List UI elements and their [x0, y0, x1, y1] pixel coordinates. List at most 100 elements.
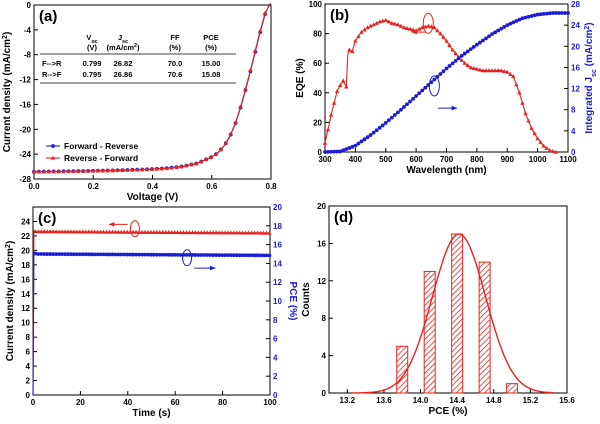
pce-point — [267, 253, 272, 258]
pce-point — [107, 252, 112, 257]
jsc-point — [450, 61, 455, 66]
x-tick-label: 0.6 — [206, 182, 218, 191]
y-tick-label: 0 — [27, 1, 32, 10]
table-row-label: R-->F — [42, 70, 62, 79]
pce-point — [160, 252, 165, 257]
eqe-point — [489, 68, 495, 73]
panel-label: (a) — [39, 8, 57, 25]
x-axis-label: Wavelength (nm) — [406, 165, 486, 176]
pce-point — [113, 252, 118, 257]
pce-point — [243, 253, 248, 258]
pce-point — [226, 253, 230, 258]
jsc-point — [380, 123, 385, 128]
pce-point — [234, 253, 239, 258]
eqe-point — [480, 68, 486, 73]
y-right-tick-label: 24 — [571, 21, 580, 30]
current-point — [148, 229, 154, 234]
current-point — [163, 229, 168, 234]
jsc-point — [496, 28, 501, 33]
eqe-point — [441, 34, 446, 39]
current-point — [56, 229, 62, 234]
eqe-point — [353, 38, 358, 43]
eqe-point — [526, 118, 531, 123]
pce-point — [98, 252, 103, 257]
jv-point — [194, 161, 199, 166]
pce-point — [237, 253, 242, 258]
jsc-point — [332, 149, 337, 154]
jsc-point — [556, 11, 561, 15]
jsc-point — [462, 51, 467, 56]
eqe-point — [547, 148, 552, 153]
current-point — [145, 229, 151, 234]
pce-line — [32, 250, 271, 396]
histogram-bar — [396, 345, 409, 394]
jsc-point — [420, 88, 425, 93]
legend-marker — [51, 144, 55, 148]
x-tick-label: 800 — [470, 155, 484, 164]
current-point — [89, 229, 94, 234]
y-tick-label: 8 — [322, 314, 327, 323]
pce-point — [71, 252, 76, 257]
y-tick-label: 0 — [322, 389, 327, 398]
y-tick-label: 80 — [313, 30, 322, 39]
y-tick-label: -28 — [19, 175, 31, 184]
y-tick-label: 4 — [322, 352, 327, 361]
legend-marker — [50, 155, 56, 160]
y-tick-label: 40 — [313, 89, 322, 98]
pce-point — [131, 252, 136, 257]
current-point — [154, 229, 160, 234]
y-right-tick-label: 20 — [273, 203, 282, 212]
eqe-point — [514, 82, 519, 87]
plot-frame — [32, 206, 271, 396]
y-right-tick-label: 8 — [273, 316, 278, 325]
y-tick-label: 4 — [26, 362, 31, 371]
pce-point — [202, 253, 207, 257]
table-cell: 0.799 — [83, 59, 102, 68]
x-tick-label: 500 — [379, 155, 393, 164]
jv-point — [76, 168, 81, 173]
eqe-point — [553, 149, 559, 154]
jsc-point — [535, 12, 540, 17]
eqe-point — [410, 27, 416, 32]
y-right-tick-label: 8 — [571, 106, 576, 115]
current-point — [160, 229, 165, 234]
table-cell: 0.795 — [83, 70, 102, 79]
pce-point — [217, 253, 221, 258]
current-point — [71, 229, 77, 234]
jv-point — [144, 167, 150, 172]
jsc-point — [402, 105, 406, 109]
y-axis-label: Current density (mA/cm2) — [5, 241, 17, 362]
pce-point — [149, 252, 153, 257]
current-point — [92, 229, 97, 234]
panel-label: (c) — [38, 210, 56, 227]
eqe-point — [550, 148, 556, 153]
jsc-point — [526, 14, 531, 19]
current-point — [184, 230, 189, 235]
jsc-point — [456, 56, 461, 61]
panel-b: 300 400 500 600 700 800 900 1000 110002040608010… — [295, 0, 598, 176]
eqe-point — [398, 23, 404, 28]
eqe-point — [389, 20, 395, 25]
pce-point — [74, 252, 79, 257]
x-tick-label: 400 — [349, 155, 363, 164]
current-point — [113, 229, 118, 234]
jsc-point — [323, 150, 327, 154]
y-tick-label: 2 — [26, 377, 31, 386]
jsc-point — [356, 141, 361, 146]
jsc-point — [359, 139, 364, 144]
pce-point — [199, 253, 204, 257]
eqe-point — [492, 68, 498, 73]
jsc-point — [566, 11, 570, 15]
jv-point — [66, 169, 71, 174]
legend-entry: Forward - Reverse — [64, 141, 138, 151]
current-point — [199, 230, 204, 235]
jv-point — [80, 168, 86, 173]
pce-point — [51, 252, 56, 257]
jv-point — [90, 168, 96, 173]
current-point — [222, 230, 228, 235]
y-tick-label: -8 — [24, 51, 32, 60]
jv-point — [189, 162, 194, 167]
y-right-tick-label: 18 — [273, 222, 282, 231]
pce-annotation-arrow-head — [209, 265, 216, 271]
eqe-point — [453, 51, 458, 56]
